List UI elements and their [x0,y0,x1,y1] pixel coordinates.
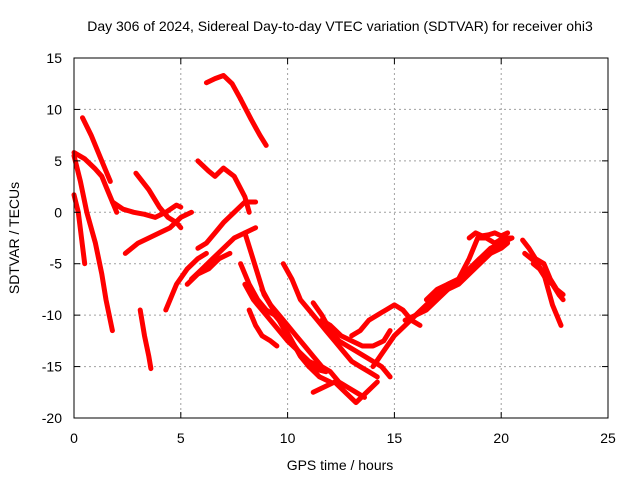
series-arc-33 [530,261,566,303]
series-arc-21 [280,261,380,380]
series-arc-2 [80,115,113,184]
data-series [71,73,566,406]
series-arc-9 [163,250,209,313]
series-arc-14 [238,96,269,148]
x-tick-labels: 0 5 10 15 20 25 [70,430,616,446]
series-arc-18 [242,281,333,385]
series-arc-20 [259,286,367,400]
series-arc-12 [184,250,233,287]
series-arc-30 [466,230,511,241]
series-arc-23 [310,379,380,406]
series-arc-13 [203,73,244,102]
x-tick-label: 15 [387,430,403,446]
y-axis-label: SDTVAR / TECUs [6,182,22,294]
x-axis-label: GPS time / hours [287,457,394,473]
series-arc-15 [195,158,252,215]
series-arc-24 [319,317,393,349]
series-arc-28 [413,235,513,318]
series-arc-7 [133,170,184,231]
y-tick-label: 15 [46,50,62,66]
x-tick-label: 20 [493,430,509,446]
y-tick-labels: -20 -15 -10 -5 0 5 10 15 [42,50,62,426]
chart-title: Day 306 of 2024, Sidereal Day-to-day VTE… [87,18,593,34]
y-tick-label: -15 [42,359,62,375]
series-arc-19 [246,307,280,349]
x-tick-label: 5 [177,430,185,446]
series-arc-6 [109,199,184,220]
y-tick-label: 0 [54,204,62,220]
series-arc-4 [71,153,115,334]
y-tick-label: -20 [42,410,62,426]
y-tick-label: -5 [50,256,63,272]
x-tick-label: 25 [600,430,616,446]
x-tick-label: 0 [70,430,78,446]
y-tick-label: 10 [46,101,62,117]
x-tick-label: 10 [280,430,296,446]
series-arc-5 [137,307,154,372]
series-arc-31 [520,237,566,298]
y-tick-label: -10 [42,307,62,323]
series-arc-29 [423,235,515,303]
y-tick-label: 5 [54,153,62,169]
grid [74,58,608,418]
series-arc-8 [122,209,194,256]
series-arc-3 [71,192,88,267]
plot-frame [73,57,609,419]
axis-ticks [73,57,609,419]
